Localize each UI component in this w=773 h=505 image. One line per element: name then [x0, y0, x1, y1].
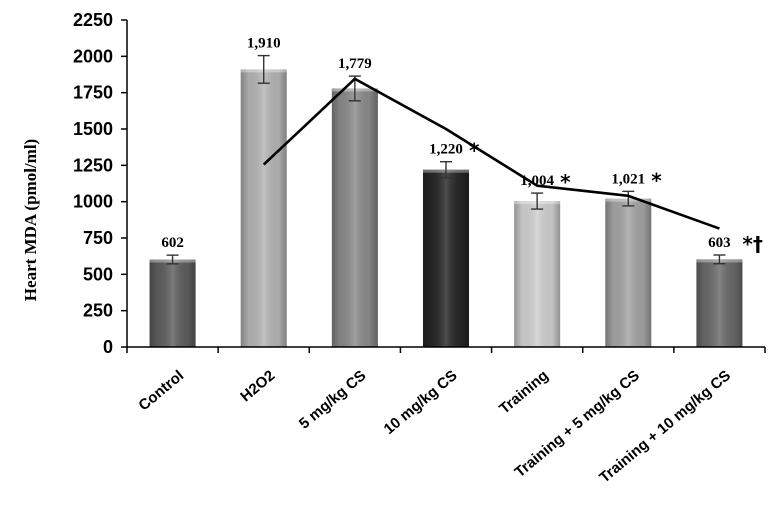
- x-tick-label: 10 mg/kg CS: [381, 367, 461, 438]
- y-tick-label: 0: [103, 337, 113, 357]
- y-tick-label: 750: [83, 228, 113, 248]
- y-tick-label: 250: [83, 301, 113, 321]
- x-tick-label: Training: [496, 367, 552, 418]
- data-labels: 602 1,910 1,779 1,220 * 1,004 * 1,021 * 603 *†: [161, 36, 763, 256]
- significance-mark: *: [560, 170, 571, 194]
- data-label: 603: [708, 235, 731, 251]
- bar-shading: [240, 69, 287, 347]
- y-tick-label: 2250: [73, 10, 113, 30]
- trend-line: [262, 77, 720, 230]
- x-tick-label: Control: [135, 367, 187, 414]
- significance-mark: *: [469, 139, 480, 163]
- x-tick-label: H2O2: [237, 367, 278, 405]
- bar-shading: [331, 88, 378, 348]
- y-tick-label: 2000: [73, 46, 113, 66]
- significance-mark: *: [651, 168, 662, 192]
- y-tick-label: 1500: [73, 119, 113, 139]
- y-tick-label: 1750: [73, 83, 113, 103]
- y-tick-label: 1250: [73, 155, 113, 175]
- y-axis-label: Heart MDA (pmol/ml): [21, 139, 40, 301]
- y-tick-label: 500: [83, 264, 113, 284]
- bar-shading: [696, 259, 743, 347]
- x-tick-label: 5 mg/kg CS: [296, 367, 370, 433]
- data-label: 1,004: [520, 173, 554, 189]
- trend-polyline: [262, 77, 720, 230]
- data-label: 1,779: [338, 56, 372, 72]
- data-label: 1,021: [611, 171, 645, 187]
- significance-mark: *†: [742, 232, 762, 256]
- x-axis: Control H2O2 5 mg/kg CS 10 mg/kg CS Training…: [126, 346, 766, 486]
- bar-shading: [605, 198, 652, 347]
- y-axis: 0 250 500 750 1000 1250 1500 1750 2000 2250: [73, 10, 128, 357]
- data-label: 1,220: [429, 142, 463, 158]
- bar-shading: [514, 201, 561, 347]
- data-label: 1,910: [247, 36, 281, 52]
- data-label: 602: [161, 235, 184, 251]
- y-tick-label: 1000: [73, 192, 113, 212]
- bar-shading: [423, 169, 469, 347]
- bar-shading: [149, 259, 196, 347]
- bars: [149, 69, 743, 348]
- error-bars: [166, 54, 726, 265]
